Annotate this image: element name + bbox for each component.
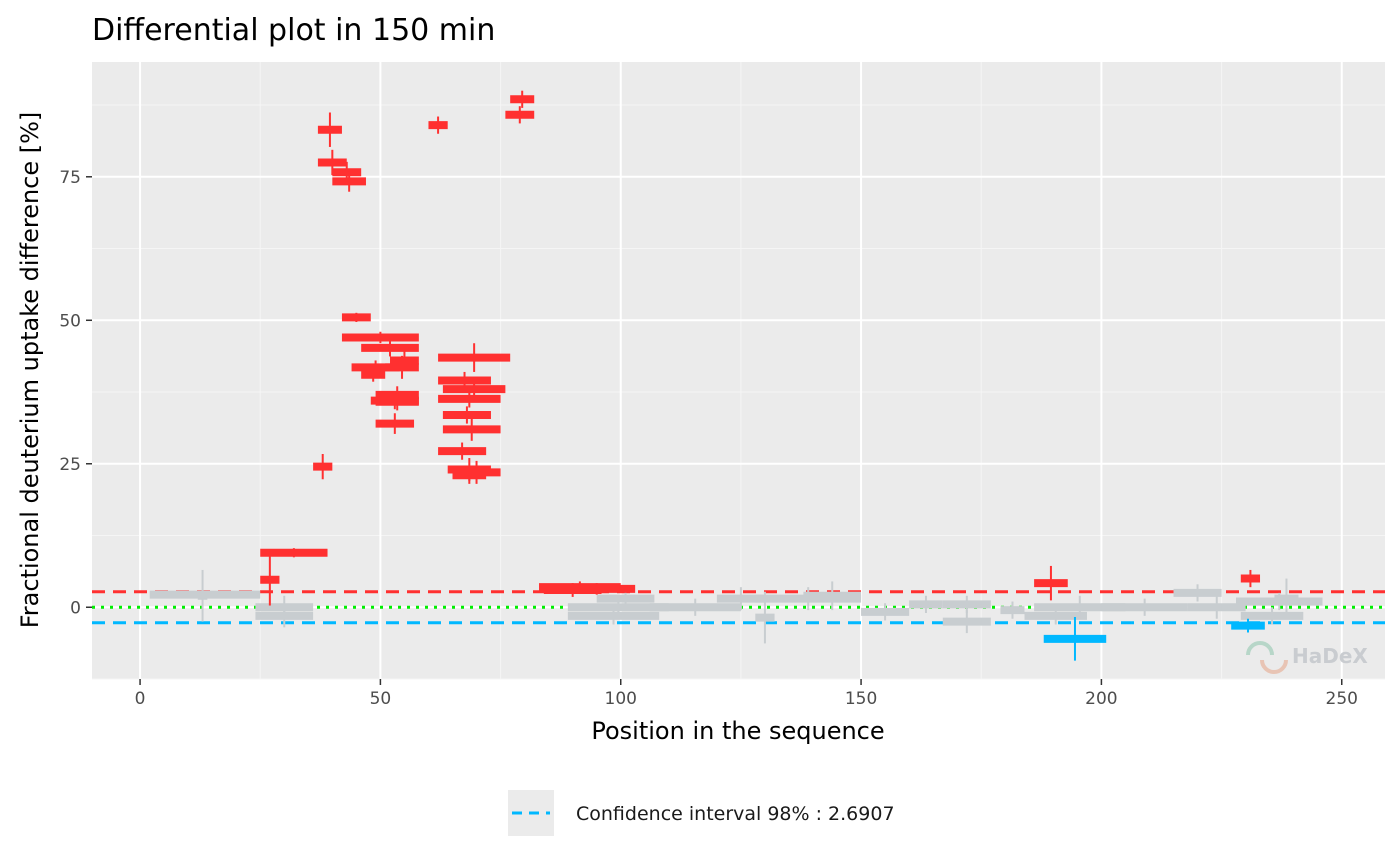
threshold-lines (92, 590, 1385, 625)
peptide-marker (596, 591, 655, 606)
peptide-marker (1101, 598, 1188, 616)
peptide-marker (1000, 601, 1025, 619)
peptide-marker (1187, 595, 1246, 619)
x-tick-label: 50 (370, 689, 392, 709)
peptide-marker (1231, 618, 1265, 633)
peptide-marker (375, 393, 419, 411)
peptide-marker (390, 350, 419, 371)
peptide-marker (510, 90, 535, 108)
y-tick-label: 50 (59, 311, 81, 331)
x-axis-title: Position in the sequence (591, 717, 884, 745)
peptide-marker (942, 595, 991, 613)
peptide-marker (442, 406, 491, 424)
y-tick-label: 25 (59, 455, 81, 475)
x-tick-label: 0 (135, 689, 146, 709)
peptide-marker (803, 581, 862, 611)
legend-label: Confidence interval 98% : 2.6907 (576, 803, 895, 825)
x-tick-label: 100 (605, 689, 637, 709)
y-tick-label: 0 (70, 598, 81, 618)
peptide-marker (1034, 565, 1068, 601)
peptide-marker (909, 595, 943, 613)
peptide-marker (505, 106, 535, 124)
peptide-marker (341, 331, 419, 344)
peptide-marker (260, 553, 280, 606)
hadex-logo-icon (1246, 641, 1288, 674)
y-tick-label: 75 (59, 168, 81, 188)
peptide-marker (438, 390, 501, 408)
peptide-marker (1240, 569, 1261, 588)
hadex-watermark: HaDeX (1292, 644, 1368, 668)
peptide-marker (567, 607, 660, 625)
peptide-marker (649, 598, 741, 616)
plot-panel (92, 62, 1385, 679)
peptide-marker (442, 377, 506, 401)
peptide-marker (1043, 617, 1107, 661)
chart-title: Differential plot in 150 min (92, 13, 495, 48)
peptide-marker (442, 417, 501, 441)
peptide-marker (332, 171, 366, 192)
x-tick-label: 200 (1085, 689, 1117, 709)
peptide-markers (149, 90, 1323, 661)
peptide-marker (255, 604, 314, 628)
y-axis-title: Fractional deuterium uptake difference [… (16, 112, 44, 629)
peptide-marker (317, 112, 342, 147)
peptide-marker (861, 603, 910, 621)
peptide-marker (361, 339, 419, 357)
peptide-marker (260, 548, 328, 558)
peptide-marker (1240, 607, 1304, 625)
peptide-marker (438, 442, 487, 460)
peptide-marker (197, 569, 208, 622)
peptide-marker (942, 610, 991, 634)
peptide-marker (375, 413, 415, 434)
legend: Confidence interval 98% : 2.6907 (508, 790, 895, 836)
peptide-marker (1173, 584, 1222, 602)
x-tick-label: 150 (845, 689, 877, 709)
peptide-marker (558, 583, 636, 595)
peptide-marker (313, 454, 333, 480)
peptide-marker (438, 343, 511, 372)
peptide-marker (428, 116, 448, 134)
peptide-marker (452, 466, 487, 484)
axis-ticks: 0 50 100 150 200 250 0 25 50 75 (59, 168, 1358, 709)
peptide-marker (341, 312, 371, 323)
peptide-marker (1274, 578, 1299, 619)
peptide-marker (361, 367, 386, 382)
x-tick-label: 250 (1326, 689, 1358, 709)
